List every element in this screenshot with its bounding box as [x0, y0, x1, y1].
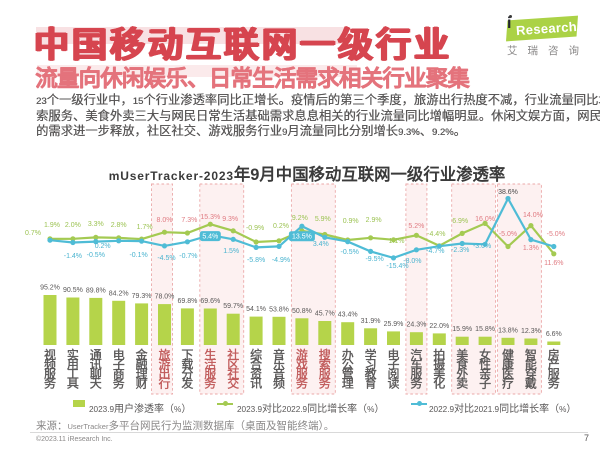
- svg-text:14.0%: 14.0%: [523, 212, 543, 219]
- svg-text:房产服务: 房产服务: [548, 347, 560, 391]
- svg-text:2.0%: 2.0%: [65, 222, 81, 229]
- svg-text:54.1%: 54.1%: [246, 306, 266, 313]
- svg-text:5.4%: 5.4%: [202, 234, 218, 241]
- svg-text:9.3%: 9.3%: [222, 216, 238, 223]
- svg-text:金融理财: 金融理财: [136, 347, 148, 391]
- svg-text:-3.0%: -3.0%: [473, 243, 491, 250]
- svg-text:搜索服务: 搜索服务: [319, 347, 331, 391]
- svg-text:学习教育: 学习教育: [365, 347, 377, 391]
- svg-text:-4.5%: -4.5%: [157, 255, 175, 262]
- svg-text:84.2%: 84.2%: [109, 290, 129, 297]
- svg-text:-5.0%: -5.0%: [499, 231, 517, 238]
- svg-text:2.8%: 2.8%: [111, 222, 127, 229]
- svg-text:-9.5%: -9.5%: [365, 256, 383, 263]
- svg-text:-4.9%: -4.9%: [272, 257, 290, 264]
- svg-text:3.4%: 3.4%: [313, 241, 329, 248]
- svg-text:53.8%: 53.8%: [269, 306, 289, 313]
- svg-text:78.0%: 78.0%: [155, 294, 175, 301]
- svg-text:0.9%: 0.9%: [343, 218, 359, 225]
- svg-text:95.2%: 95.2%: [40, 285, 60, 292]
- svg-text:女性亲子: 女性亲子: [479, 347, 491, 391]
- svg-text:5.9%: 5.9%: [315, 216, 331, 223]
- svg-text:69.6%: 69.6%: [200, 298, 220, 305]
- svg-text:12.3%: 12.3%: [521, 328, 541, 335]
- svg-text:游戏服务: 游戏服务: [296, 348, 308, 391]
- svg-text:13.5%: 13.5%: [292, 234, 312, 241]
- svg-text:-15.4%: -15.4%: [386, 263, 408, 270]
- svg-text:15.9%: 15.9%: [452, 326, 472, 333]
- svg-text:15.3%: 15.3%: [200, 214, 220, 221]
- svg-text:1.9%: 1.9%: [44, 222, 60, 229]
- svg-text:25.9%: 25.9%: [384, 321, 404, 328]
- svg-text:-4.7%: -4.7%: [426, 248, 444, 255]
- svg-text:1.5%: 1.5%: [223, 248, 239, 255]
- svg-text:90.5%: 90.5%: [63, 287, 83, 294]
- svg-text:旅游出行: 旅游出行: [158, 348, 170, 391]
- svg-text:24.3%: 24.3%: [406, 322, 426, 329]
- svg-text:美食外卖: 美食外卖: [456, 348, 468, 391]
- svg-text:22.0%: 22.0%: [429, 323, 449, 330]
- svg-text:45.7%: 45.7%: [315, 311, 335, 318]
- svg-text:0.2%: 0.2%: [273, 223, 289, 230]
- svg-text:汽车服务: 汽车服务: [410, 347, 422, 391]
- svg-text:-0.5%: -0.5%: [87, 252, 105, 259]
- svg-text:38.6%: 38.6%: [498, 189, 518, 196]
- svg-text:社区社交: 社区社交: [227, 347, 239, 391]
- svg-text:15.8%: 15.8%: [475, 326, 495, 333]
- svg-text:43.4%: 43.4%: [338, 312, 358, 319]
- svg-text:9.2%: 9.2%: [292, 215, 308, 222]
- svg-text:89.8%: 89.8%: [86, 287, 106, 294]
- svg-text:实用工具: 实用工具: [67, 347, 79, 391]
- svg-text:下载分发: 下载分发: [181, 348, 193, 391]
- svg-text:电子阅读: 电子阅读: [387, 348, 399, 391]
- svg-text:电子商务: 电子商务: [113, 348, 125, 391]
- svg-text:0.7%: 0.7%: [25, 230, 41, 237]
- svg-text:31.9%: 31.9%: [361, 318, 381, 325]
- svg-text:11.6%: 11.6%: [544, 260, 563, 267]
- svg-text:-0.1%: -0.1%: [129, 252, 147, 259]
- svg-text:-4.4%: -4.4%: [427, 231, 445, 238]
- svg-text:-5.0%: -5.0%: [547, 231, 565, 238]
- svg-text:6.9%: 6.9%: [452, 218, 468, 225]
- svg-text:-0.9%: -0.9%: [246, 225, 264, 232]
- svg-text:-1.4%: -1.4%: [64, 253, 82, 260]
- svg-text:1.3%: 1.3%: [523, 245, 539, 252]
- svg-text:6.6%: 6.6%: [546, 331, 562, 338]
- svg-text:音乐音频: 音乐音频: [273, 347, 285, 391]
- svg-text:-5.8%: -5.8%: [247, 257, 265, 264]
- svg-text:2.9%: 2.9%: [366, 217, 382, 224]
- svg-text:50.8%: 50.8%: [292, 308, 312, 315]
- svg-text:生活服务: 生活服务: [204, 348, 216, 391]
- svg-text:13.8%: 13.8%: [498, 327, 518, 334]
- svg-text:0.2%: 0.2%: [95, 243, 111, 250]
- svg-text:1.1%: 1.1%: [389, 238, 405, 245]
- svg-text:-2.3%: -2.3%: [451, 247, 469, 254]
- svg-text:8.0%: 8.0%: [157, 217, 173, 224]
- svg-text:5.2%: 5.2%: [408, 223, 424, 230]
- svg-text:综合资讯: 综合资讯: [250, 348, 262, 391]
- svg-text:办公管理: 办公管理: [342, 347, 354, 391]
- svg-text:通讯聊天: 通讯聊天: [90, 348, 102, 391]
- svg-text:59.7%: 59.7%: [223, 303, 243, 310]
- svg-text:16.0%: 16.0%: [475, 216, 495, 223]
- svg-text:-0.5%: -0.5%: [341, 249, 359, 256]
- svg-text:7.3%: 7.3%: [181, 217, 197, 224]
- svg-text:69.8%: 69.8%: [177, 298, 197, 305]
- svg-text:-0.7%: -0.7%: [179, 253, 197, 260]
- svg-text:79.3%: 79.3%: [132, 293, 152, 300]
- svg-text:智能穿戴: 智能穿戴: [525, 347, 537, 391]
- svg-text:-8.0%: -8.0%: [403, 258, 421, 265]
- svg-text:1.7%: 1.7%: [137, 224, 153, 231]
- svg-text:视频服务: 视频服务: [44, 347, 56, 391]
- svg-text:拍摄美化: 拍摄美化: [433, 347, 445, 391]
- svg-text:3.3%: 3.3%: [88, 221, 104, 228]
- svg-text:健康医疗: 健康医疗: [502, 348, 514, 391]
